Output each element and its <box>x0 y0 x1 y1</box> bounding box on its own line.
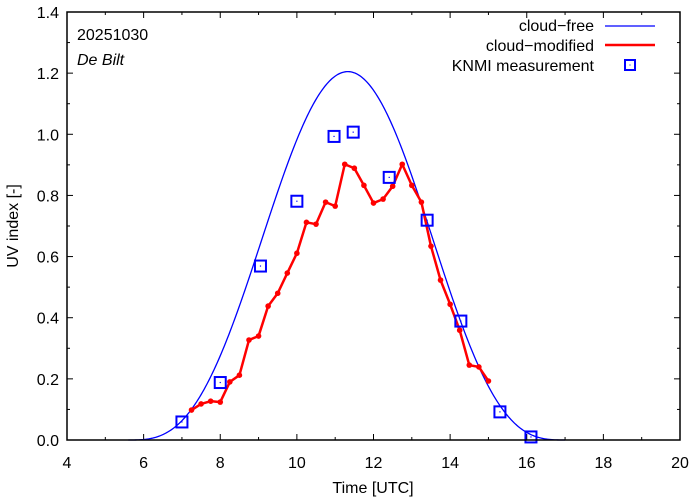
x-tick-label: 8 <box>216 455 225 472</box>
cloud-modified-point <box>227 379 233 385</box>
cloud-modified-point <box>399 161 406 168</box>
knmi-measurement-point <box>253 259 267 273</box>
x-axis-title: Time [UTC] <box>332 480 413 497</box>
legend-label-cloud-modified: cloud−modified <box>486 38 594 55</box>
y-tick-label: 0.4 <box>37 311 59 328</box>
x-tick-label: 18 <box>594 455 612 472</box>
cloud-modified-point <box>380 196 386 202</box>
knmi-measurement-center-dot <box>296 200 298 202</box>
x-tick-label: 10 <box>288 455 306 472</box>
knmi-measurement-point <box>175 415 189 429</box>
y-tick-label: 1.2 <box>37 66 59 83</box>
cloud-modified-point <box>428 243 434 249</box>
knmi-measurement-point <box>327 129 341 143</box>
knmi-measurement-point <box>454 314 468 328</box>
y-tick-label: 1.4 <box>37 5 59 22</box>
cloud-modified-point <box>466 362 473 368</box>
knmi-measurement-point <box>382 170 396 184</box>
cloud-modified-point <box>341 161 348 168</box>
axis-ticks <box>66 11 681 441</box>
knmi-measurement-center-dot <box>181 421 183 423</box>
date-annotation: 20251030 <box>77 27 148 44</box>
cloud-modified-point <box>322 199 329 205</box>
knmi-measurement-point <box>493 405 507 419</box>
cloud-modified-point <box>246 337 252 343</box>
knmi-measurement-center-dot <box>426 219 428 221</box>
legend-swatch-knmi-dot <box>629 64 631 66</box>
x-tick-label: 4 <box>63 455 72 472</box>
legend-label-knmi-measurement: KNMI measurement <box>452 58 595 75</box>
cloud-modified-point <box>265 303 271 309</box>
series-layer <box>128 70 566 444</box>
cloud-modified-point <box>476 364 482 370</box>
x-tick-label: 14 <box>441 455 459 472</box>
legend-swatch-knmi-measurement <box>624 59 636 71</box>
knmi-measurement-center-dot <box>219 381 221 384</box>
y-tick-label: 1.0 <box>37 127 59 144</box>
cloud-modified-point <box>217 399 224 405</box>
cloud-modified-point <box>188 407 195 413</box>
knmi-measurement-point <box>213 376 227 390</box>
cloud-modified-point <box>437 277 444 283</box>
series-line-cloud-free <box>128 70 566 441</box>
knmi-measurement-center-dot <box>530 436 532 438</box>
knmi-measurement-center-dot <box>259 265 262 267</box>
knmi-measurement-center-dot <box>388 176 390 178</box>
x-tick-label: 6 <box>139 455 148 472</box>
knmi-measurement-center-dot <box>499 411 501 413</box>
cloud-modified-point <box>207 398 214 404</box>
cloud-modified-point <box>313 221 319 227</box>
y-axis-title: UV index [-] <box>5 184 22 268</box>
cloud-modified-point <box>255 333 262 339</box>
location-annotation: De Bilt <box>77 52 125 69</box>
cloud-modified-point <box>485 378 492 384</box>
x-tick-label: 20 <box>671 455 689 472</box>
cloud-modified-point <box>332 203 338 209</box>
cloud-modified-point <box>447 301 453 308</box>
cloud-modified-point <box>409 182 415 189</box>
series-line-cloud-modified <box>190 163 490 412</box>
cloud-modified-point <box>456 327 463 334</box>
tick-labels: 4 6 8 10 12 14 16 18 20 0.0 0.2 0.4 0.6 0.8 1.0 1.2 1.4 <box>37 5 689 472</box>
knmi-measurement-point <box>290 194 304 208</box>
x-tick-label: 16 <box>518 455 536 472</box>
cloud-modified-point <box>274 290 281 297</box>
cloud-modified-point <box>418 199 425 205</box>
x-tick-label: 12 <box>365 455 383 472</box>
cloud-modified-point <box>361 182 367 189</box>
knmi-measurement-point <box>346 125 360 139</box>
cloud-modified-point <box>303 219 310 226</box>
cloud-modified-point <box>389 183 396 190</box>
legend-label-cloud-free: cloud−free <box>519 18 594 35</box>
cloud-modified-point <box>198 401 204 407</box>
y-tick-label: 0.8 <box>37 188 59 205</box>
knmi-measurement-point <box>524 430 538 444</box>
cloud-modified-point <box>294 250 300 257</box>
knmi-measurement-point <box>420 213 434 227</box>
y-tick-label: 0.2 <box>37 372 59 389</box>
cloud-modified-point <box>236 372 243 378</box>
knmi-measurement-center-dot <box>460 320 462 322</box>
cloud-modified-point <box>370 200 377 206</box>
knmi-measurement-center-dot <box>352 131 354 133</box>
y-tick-label: 0.0 <box>37 433 59 450</box>
y-tick-label: 0.6 <box>37 250 59 267</box>
plot-frame <box>66 11 681 441</box>
cloud-modified-point <box>284 270 291 276</box>
knmi-measurement-center-dot <box>333 135 335 138</box>
legend: cloud−free cloud−modified KNMI measureme… <box>452 18 655 75</box>
cloud-modified-point <box>351 165 358 172</box>
